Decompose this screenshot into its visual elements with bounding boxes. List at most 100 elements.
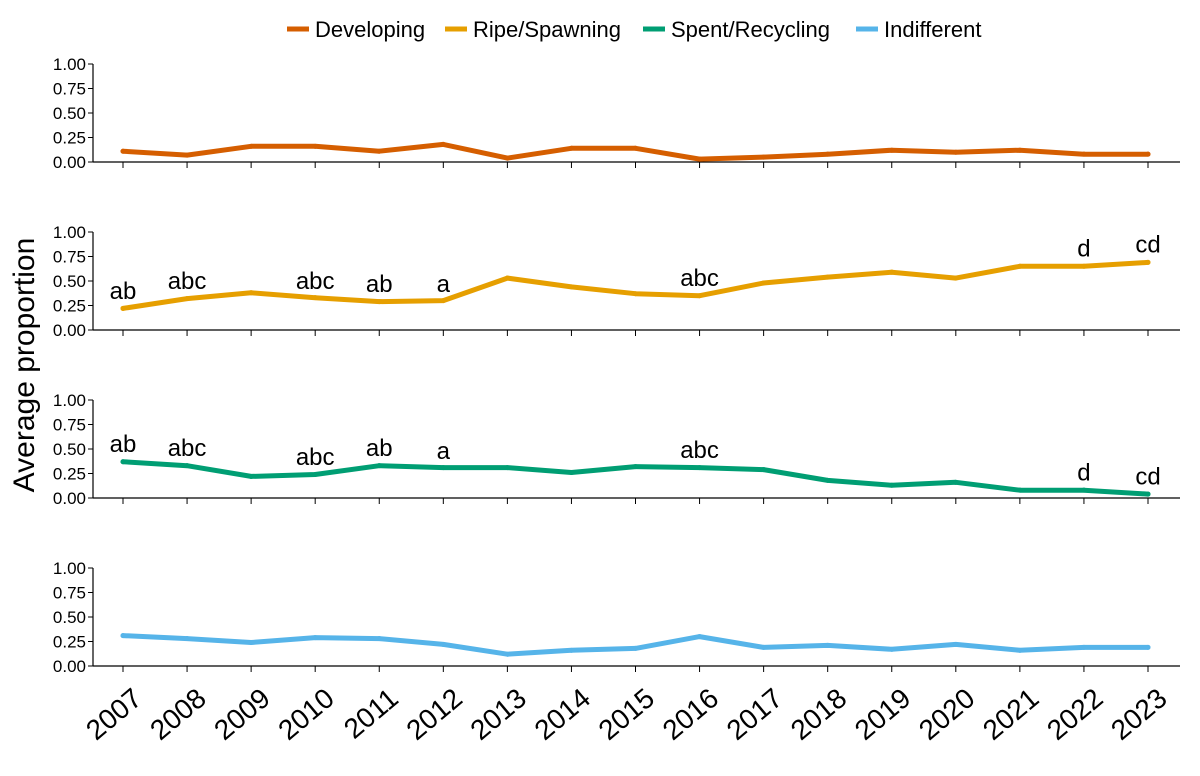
point-2-13 — [953, 479, 959, 485]
point-3-10 — [761, 644, 767, 650]
y-tick-label-1-1: 0.25 — [53, 297, 86, 316]
point-2-7 — [568, 470, 574, 476]
panel-3: 0.00 0.25 0.50 0.75 1.00 — [53, 559, 1180, 676]
point-2-2 — [248, 473, 254, 479]
x-tick-label-8: 2015 — [593, 682, 661, 746]
point-0-13 — [953, 149, 959, 155]
point-1-4 — [376, 299, 382, 305]
point-2-11 — [825, 477, 831, 483]
point-2-10 — [761, 467, 767, 473]
x-tick-label-14: 2021 — [977, 682, 1045, 746]
x-tick-label-6: 2013 — [464, 682, 532, 746]
point-0-6 — [504, 155, 510, 161]
point-3-0 — [120, 633, 126, 639]
annotation-2-0: ab — [110, 431, 137, 458]
point-2-3 — [312, 471, 318, 477]
y-tick-label-3-0: 0.00 — [53, 657, 86, 676]
y-tick-label-2-3: 0.75 — [53, 416, 86, 435]
point-2-15 — [1081, 487, 1087, 493]
annotation-2-3: ab — [366, 435, 393, 462]
x-tick-label-0: 2007 — [80, 682, 148, 746]
y-tick-label-1-3: 0.75 — [53, 248, 86, 267]
y-axis-label: Average proportion — [8, 238, 41, 493]
point-0-1 — [184, 152, 190, 158]
x-tick-label-7: 2014 — [529, 682, 597, 746]
y-tick-label-3-1: 0.25 — [53, 633, 86, 652]
y-tick-label-1-0: 0.00 — [53, 321, 86, 340]
y-tick-label-3-3: 0.75 — [53, 584, 86, 603]
point-1-16 — [1145, 259, 1151, 265]
series-line-3 — [120, 633, 1151, 657]
point-2-5 — [440, 465, 446, 471]
point-2-12 — [889, 482, 895, 488]
point-0-4 — [376, 148, 382, 154]
y-tick-label-0-1: 0.25 — [53, 129, 86, 148]
point-0-7 — [568, 145, 574, 151]
point-0-9 — [697, 156, 703, 162]
point-0-2 — [248, 143, 254, 149]
annotation-1-0: ab — [110, 278, 137, 305]
legend-label-3: Indifferent — [884, 17, 981, 42]
x-tick-label-2: 2009 — [208, 682, 276, 746]
point-0-10 — [761, 154, 767, 160]
legend: Developing Ripe/Spawning Spent/Recycling In… — [287, 17, 981, 42]
panel-0: 0.00 0.25 0.50 0.75 1.00 — [53, 55, 1180, 172]
x-tick-label-5: 2012 — [400, 682, 468, 746]
x-tick-label-11: 2018 — [785, 682, 853, 746]
point-3-13 — [953, 641, 959, 647]
annotation-2-4: a — [437, 438, 451, 465]
point-3-9 — [697, 634, 703, 640]
point-0-8 — [633, 145, 638, 151]
point-1-14 — [1017, 263, 1023, 269]
point-2-9 — [697, 465, 703, 471]
point-2-14 — [1017, 487, 1023, 493]
point-3-16 — [1145, 644, 1151, 650]
point-2-1 — [184, 463, 190, 469]
point-3-2 — [248, 639, 254, 645]
point-1-7 — [568, 284, 574, 290]
annotation-2-2: abc — [296, 444, 335, 471]
x-tick-label-10: 2017 — [721, 682, 789, 746]
x-tick-label-12: 2019 — [849, 682, 917, 746]
series-line-1 — [120, 259, 1151, 311]
y-tick-label-2-0: 0.00 — [53, 489, 86, 508]
point-3-3 — [312, 635, 318, 641]
y-tick-label-2-4: 1.00 — [53, 391, 86, 410]
x-tick-label-13: 2020 — [913, 682, 981, 746]
annotation-1-7: cd — [1135, 232, 1160, 259]
legend-label-1: Ripe/Spawning — [473, 17, 621, 42]
y-tick-label-3-4: 1.00 — [53, 559, 86, 578]
y-tick-label-3-2: 0.50 — [53, 608, 86, 627]
point-1-13 — [953, 275, 959, 281]
point-1-6 — [504, 275, 510, 281]
panels: 0.00 0.25 0.50 0.75 1.00 0.00 0.25 0.50 0.75 1.00… — [53, 55, 1180, 676]
point-1-8 — [633, 291, 638, 297]
annotation-1-3: ab — [366, 271, 393, 298]
point-0-12 — [889, 147, 895, 153]
point-3-5 — [440, 641, 446, 647]
point-3-6 — [504, 651, 510, 657]
legend-label-0: Developing — [315, 17, 425, 42]
point-3-1 — [184, 636, 190, 642]
y-tick-label-0-3: 0.75 — [53, 80, 86, 99]
point-3-7 — [568, 647, 574, 653]
point-1-15 — [1081, 263, 1087, 269]
y-tick-label-0-2: 0.50 — [53, 104, 86, 123]
point-0-16 — [1145, 151, 1151, 157]
point-1-11 — [825, 274, 831, 280]
point-2-16 — [1145, 491, 1151, 497]
panel-1: 0.00 0.25 0.50 0.75 1.00 ab abc abc ab a abc d cd — [53, 223, 1180, 340]
point-3-12 — [889, 646, 895, 652]
annotation-1-2: abc — [296, 268, 335, 295]
x-tick-label-3: 2010 — [272, 682, 340, 746]
x-axis: 2007200820092010201120122013201420152016… — [80, 682, 1173, 746]
legend-label-2: Spent/Recycling — [671, 17, 830, 42]
y-tick-label-1-2: 0.50 — [53, 272, 86, 291]
point-1-2 — [248, 290, 254, 296]
point-2-0 — [120, 459, 126, 465]
point-0-0 — [120, 148, 126, 154]
panel-2: 0.00 0.25 0.50 0.75 1.00 ab abc abc ab a abc d cd — [53, 391, 1180, 508]
point-1-10 — [761, 280, 767, 286]
y-tick-label-1-4: 1.00 — [53, 223, 86, 242]
